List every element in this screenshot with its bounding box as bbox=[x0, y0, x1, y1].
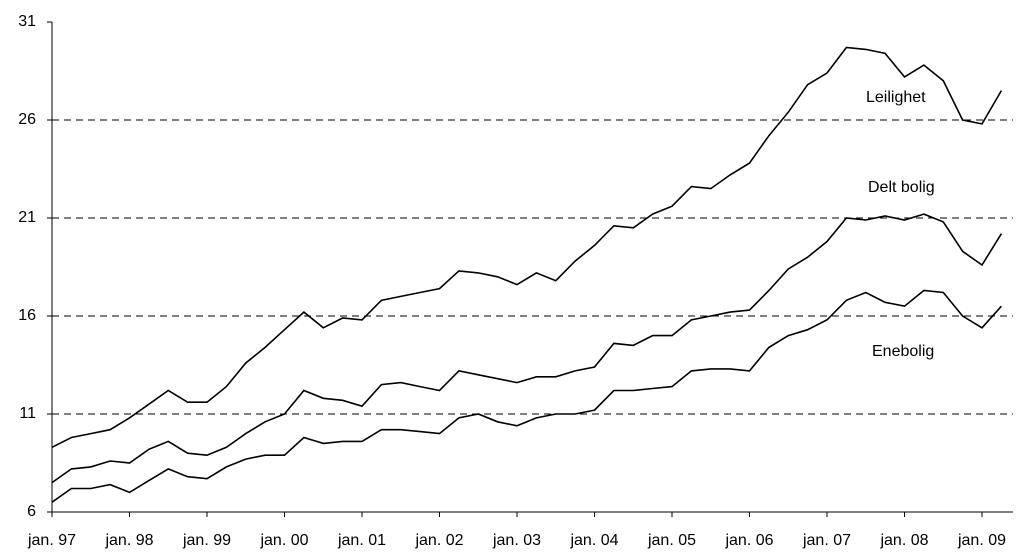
y-tick-label: 11 bbox=[19, 405, 36, 422]
x-tick-label: jan. 99 bbox=[182, 532, 231, 549]
x-tick-label: jan. 00 bbox=[259, 532, 308, 549]
x-tick-label: jan. 05 bbox=[647, 532, 696, 549]
x-tick-label: jan. 97 bbox=[27, 532, 76, 549]
x-tick-label: jan. 06 bbox=[724, 532, 773, 549]
y-tick-label: 31 bbox=[18, 13, 36, 30]
y-tick-label: 6 bbox=[27, 503, 36, 520]
x-tick-label: jan. 01 bbox=[337, 532, 386, 549]
series-line bbox=[51, 213, 1003, 484]
y-tick-label: 26 bbox=[18, 111, 36, 128]
x-tick-label: jan. 08 bbox=[879, 532, 928, 549]
series-line bbox=[51, 46, 1003, 449]
x-tick-label: jan. 02 bbox=[414, 532, 463, 549]
x-tick-label: jan. 07 bbox=[802, 532, 851, 549]
series-label: Leilighet bbox=[866, 89, 926, 106]
y-tick-label: 21 bbox=[18, 209, 36, 226]
x-tick-label: jan. 09 bbox=[957, 532, 1006, 549]
x-tick-label: jan. 04 bbox=[569, 532, 618, 549]
x-tick-label: jan. 98 bbox=[104, 532, 153, 549]
series-line bbox=[51, 289, 1002, 503]
x-tick-label: jan. 03 bbox=[492, 532, 541, 549]
series-label: Enebolig bbox=[872, 343, 934, 360]
series-label: Delt bolig bbox=[868, 179, 935, 196]
y-tick-label: 16 bbox=[18, 307, 36, 324]
